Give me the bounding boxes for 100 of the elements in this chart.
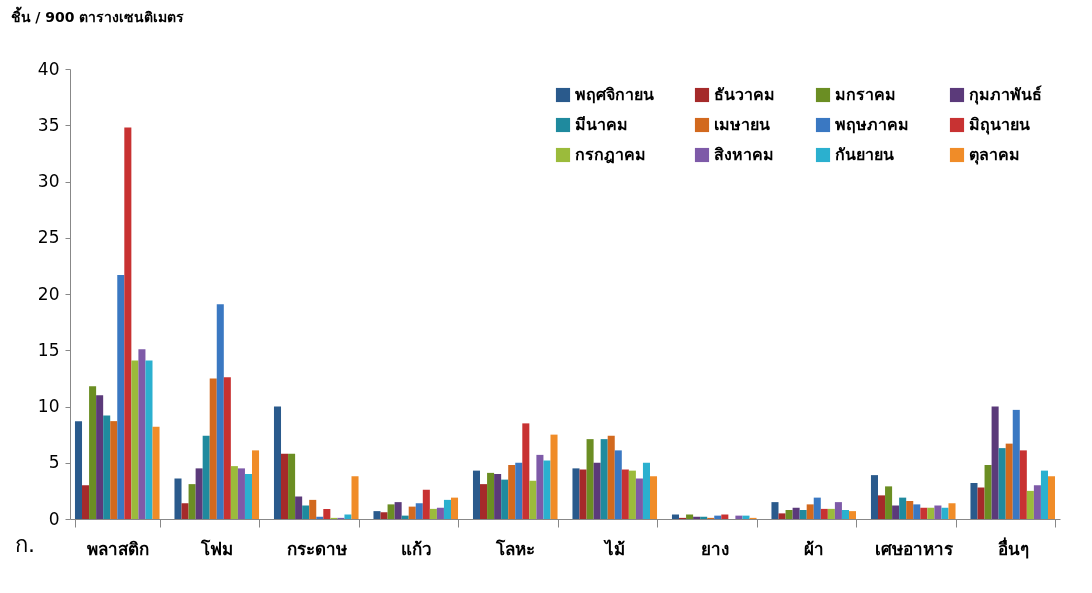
bar [117,274,125,519]
x-tick-label: ยาง [700,538,729,559]
bar [984,465,992,519]
bar [848,511,857,519]
bar [1040,470,1048,519]
y-tick-label: 25 [37,227,60,248]
bar [799,510,807,519]
bar [237,468,245,519]
x-tick-label: เศษอาหาร [874,538,954,559]
y-tick-label: 20 [37,283,60,304]
bar [216,304,224,519]
bar [273,406,282,519]
bar [138,349,146,519]
bar [131,360,139,519]
bar [991,406,999,519]
legend-label: พฤษภาคม [835,115,909,134]
bar [941,507,949,519]
bar [323,508,331,519]
bar [628,470,636,519]
bar [515,462,523,519]
bar [188,484,196,519]
bar [841,510,849,519]
bar [1026,490,1034,519]
bar [977,487,985,519]
bar [885,486,893,519]
bar [230,466,238,519]
y-tick-label: 15 [37,339,60,360]
bar [288,453,296,519]
legend-label: เมษายน [714,115,770,134]
legend-label: กันยายน [835,145,894,164]
bar [927,507,935,519]
bar [181,503,189,519]
bar [878,495,886,519]
bar [607,435,615,519]
x-tick-label: กระดาษ [286,538,347,559]
y-tick-label: 5 [48,452,60,473]
bar [408,506,416,519]
y-tick-label: 35 [37,114,60,135]
bar [174,478,182,519]
bar [281,453,289,519]
bar [145,360,153,519]
bar [649,476,658,519]
bar [309,499,317,519]
x-tick-label: พลาสติก [86,538,149,559]
bar [913,504,921,519]
bar [792,507,800,519]
bar [89,386,97,519]
bar [387,504,395,519]
bar [103,415,111,519]
bar [480,484,488,519]
bar [110,421,118,519]
bar [998,448,1006,519]
legend-label: ธันวาคม [714,85,775,104]
bar [244,474,252,519]
legend-label: กุมภาพันธ์ [969,85,1042,105]
bar [1019,450,1027,519]
bar [422,489,430,519]
bar [494,474,502,519]
bar [202,435,210,519]
bar [209,378,217,519]
bar [621,469,629,519]
bar [74,421,83,519]
legend-label: พฤศจิกายน [575,85,654,104]
bar [827,508,835,519]
x-tick-label: โลหะ [495,538,536,559]
legend-label: สิงหาคม [714,145,774,164]
x-tick-label: ไม้ [603,538,626,559]
bar [870,475,878,519]
bar [436,507,444,519]
bar [380,512,388,519]
bar [614,450,622,519]
bar [586,439,594,519]
bar [223,377,231,519]
bar [529,480,537,519]
text: ก. [15,532,35,557]
bar [195,468,203,519]
bar [536,454,544,519]
bar [806,504,814,519]
legend-label: มกราคม [835,85,896,104]
bar [834,502,842,519]
bar [351,476,359,519]
bar [1012,409,1020,519]
bar [295,496,303,519]
bar [892,505,900,519]
bar [124,127,132,519]
bar [785,510,793,519]
bar [394,502,402,519]
bar [429,508,437,519]
bar [543,460,551,519]
bar [508,465,516,519]
bar [813,497,821,519]
bar [302,505,310,519]
y-tick-label: 0 [48,508,60,529]
bar [501,479,509,519]
bar [252,450,260,519]
bar [522,423,530,519]
bar [778,513,786,519]
bar [373,511,381,519]
bar [820,508,828,519]
x-tick-label: อื่นๆ [997,536,1029,559]
